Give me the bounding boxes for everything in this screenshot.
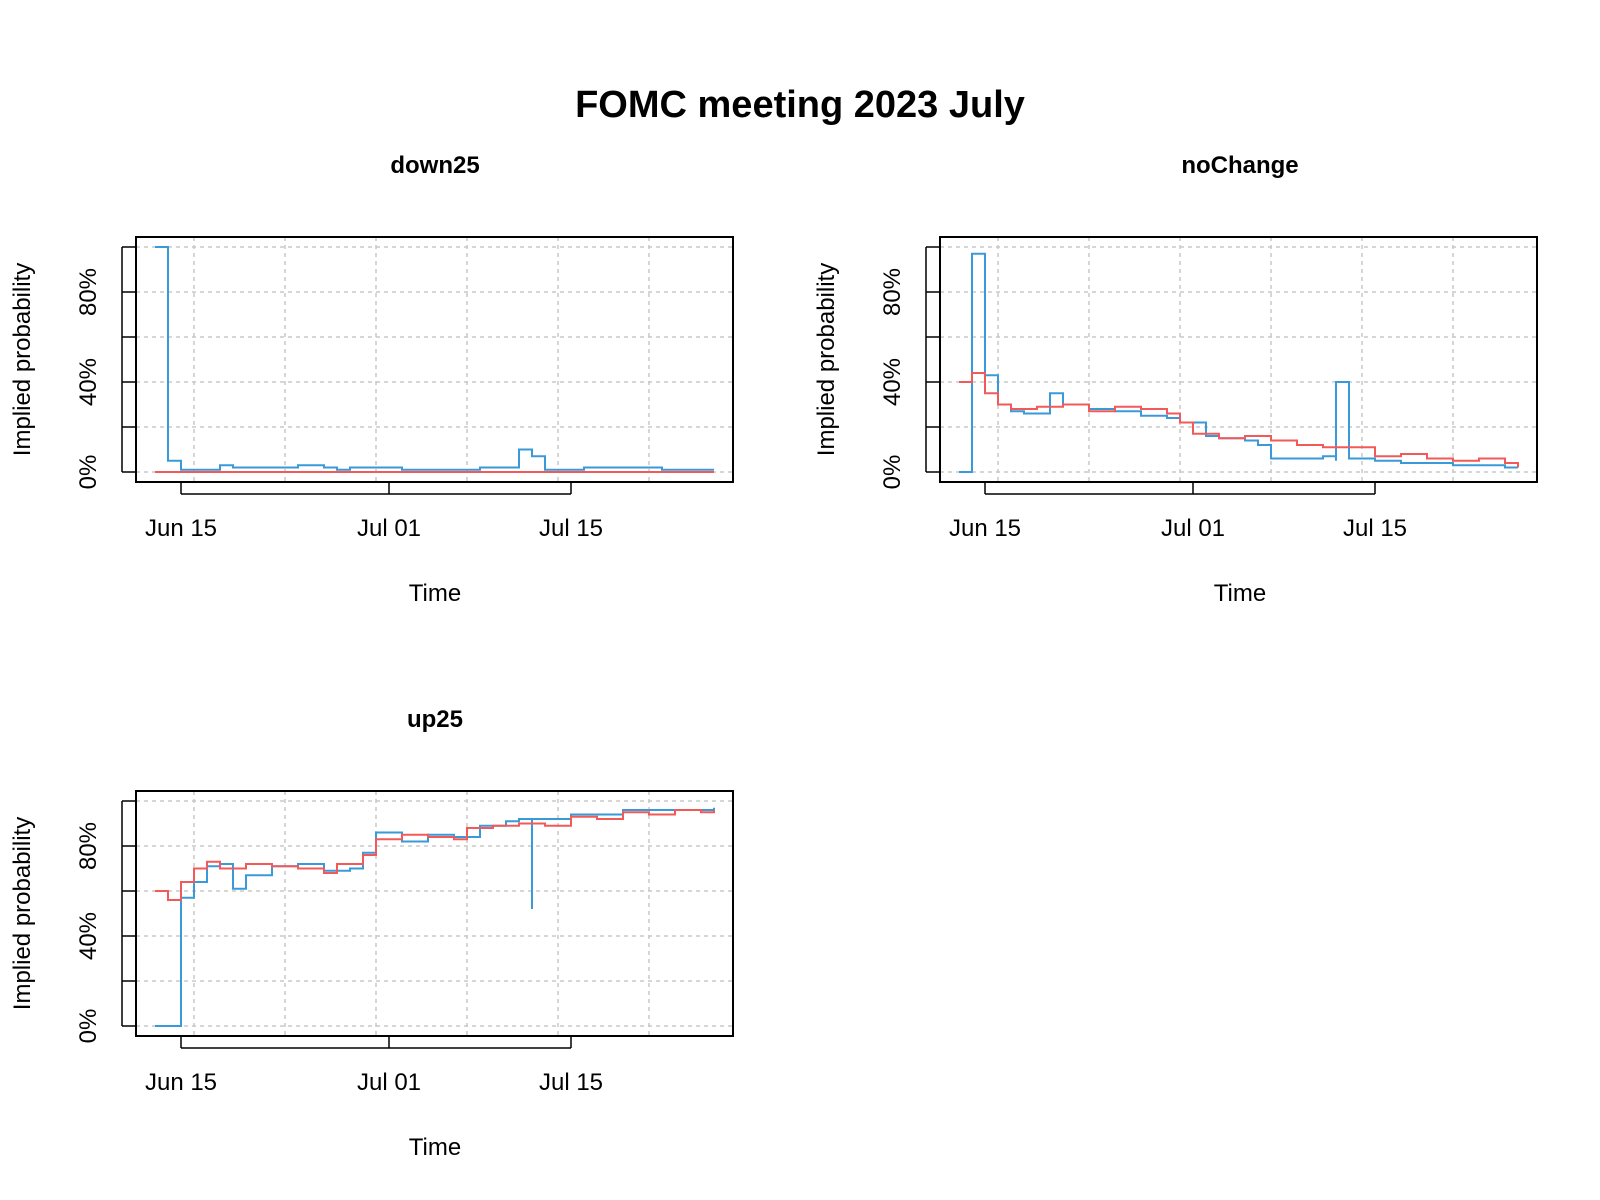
y-tick-label: 80% <box>75 822 102 870</box>
x-axis-label: Time <box>409 580 461 607</box>
plot-frame <box>939 236 1538 483</box>
y-axis-label: Implied probability <box>9 263 36 456</box>
x-tick-label: Jul 15 <box>539 515 603 542</box>
x-tick-label: Jul 15 <box>1343 515 1407 542</box>
panel-down25: 0% 40% 80% Jun 15 Jul 01 Jul 15 down25 Time Impl… <box>9 152 734 607</box>
y-tick-label: 0% <box>75 455 102 490</box>
series-line-1 <box>155 246 714 471</box>
x-tick-label: Jul 01 <box>357 1069 421 1096</box>
figure-title: FOMC meeting 2023 July <box>575 84 1025 126</box>
y-tick-label: 40% <box>879 358 906 406</box>
plot-frame <box>135 236 734 483</box>
x-tick-label: Jul 01 <box>357 515 421 542</box>
x-tick-label: Jul 01 <box>1161 515 1225 542</box>
y-axis-label: Implied probability <box>813 263 840 456</box>
panel-up25: 0% 40% 80% Jun 15 Jul 01 Jul 15 up25 Time Implie… <box>9 706 734 1161</box>
y-tick-label: 80% <box>75 268 102 316</box>
series-line-1 <box>155 807 715 1027</box>
x-axis-label: Time <box>1214 580 1266 607</box>
y-tick-label: 40% <box>75 912 102 960</box>
series-line-1 <box>959 252 1518 473</box>
y-tick-label: 80% <box>879 268 906 316</box>
x-tick-label: Jun 15 <box>145 1069 217 1096</box>
x-tick-label: Jun 15 <box>145 515 217 542</box>
series-line-2 <box>155 809 715 901</box>
series-line-2 <box>959 372 1519 468</box>
x-tick-label: Jun 15 <box>949 515 1021 542</box>
y-tick-label: 0% <box>879 455 906 490</box>
y-tick-label: 40% <box>75 358 102 406</box>
y-axis-label: Implied probability <box>9 817 36 1010</box>
panel-title: down25 <box>390 152 479 179</box>
y-tick-label: 0% <box>75 1009 102 1044</box>
panel-title: noChange <box>1181 152 1298 179</box>
x-axis-label: Time <box>409 1134 461 1161</box>
x-tick-label: Jul 15 <box>539 1069 603 1096</box>
plot-frame <box>135 790 734 1037</box>
panel-noChange: 0% 40% 80% Jun 15 Jul 01 Jul 15 noChange Time Im… <box>813 152 1538 607</box>
panel-title: up25 <box>407 706 463 733</box>
